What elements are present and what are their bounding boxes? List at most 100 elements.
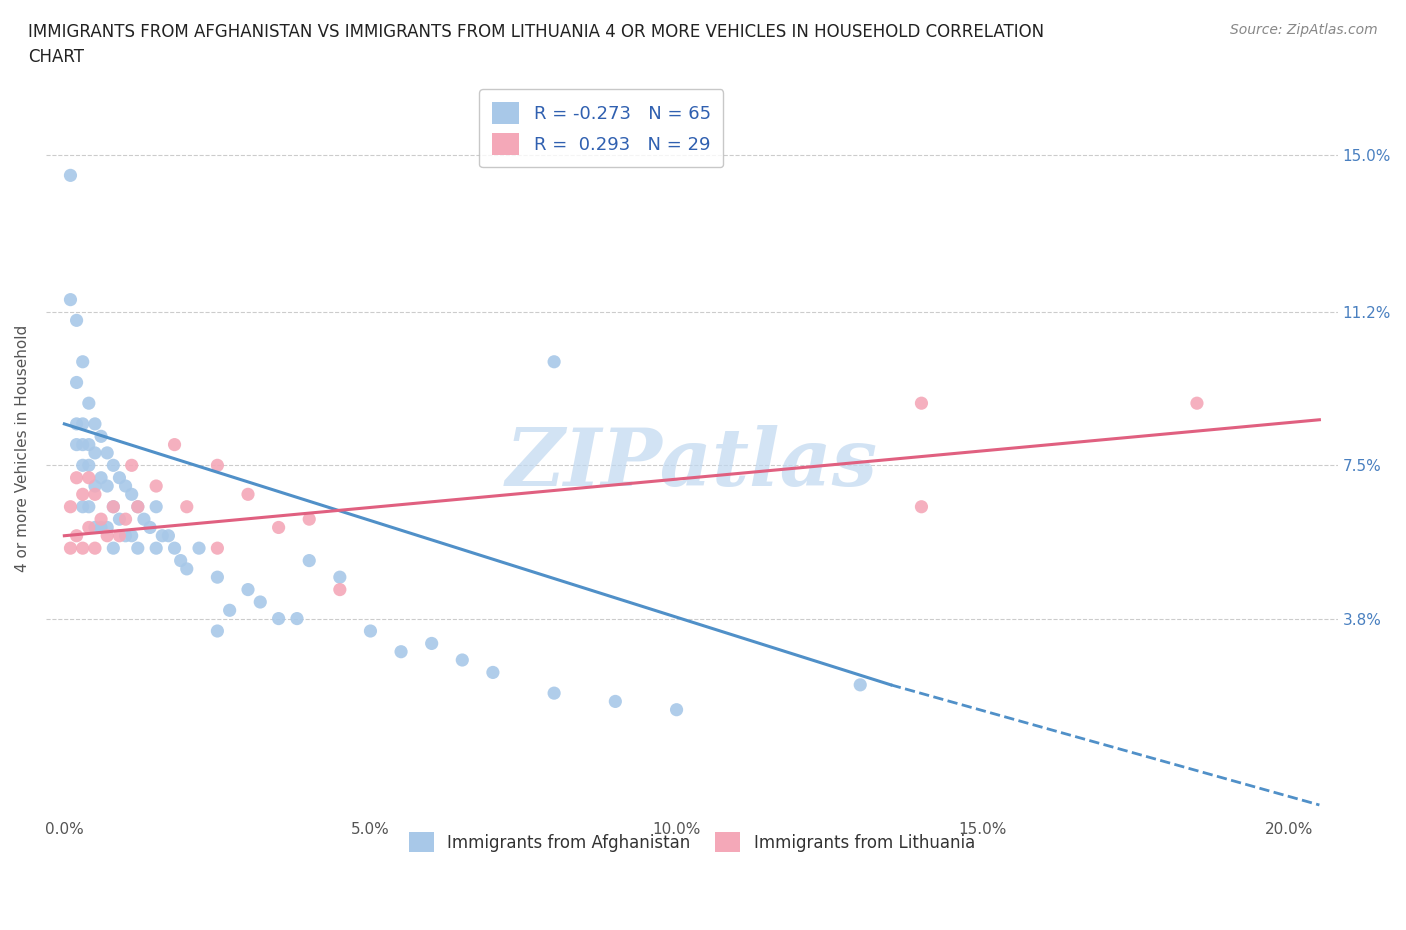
Point	[65, 312, 87, 327]
Point	[65, 417, 87, 432]
Point	[114, 528, 136, 543]
Point	[59, 292, 82, 307]
Point	[249, 594, 271, 609]
Point	[96, 528, 118, 543]
Point	[236, 582, 259, 597]
Point	[96, 520, 118, 535]
Point	[267, 520, 290, 535]
Point	[176, 562, 198, 577]
Point	[127, 499, 149, 514]
Point	[188, 540, 211, 555]
Point	[103, 499, 125, 514]
Y-axis label: 4 or more Vehicles in Household: 4 or more Vehicles in Household	[15, 326, 30, 572]
Point	[163, 540, 186, 555]
Point	[543, 685, 565, 700]
Point	[218, 603, 240, 618]
Point	[207, 624, 229, 639]
Point	[665, 702, 688, 717]
Point	[910, 499, 932, 514]
Point	[59, 168, 82, 183]
Point	[72, 417, 94, 432]
Point	[389, 644, 412, 659]
Point	[103, 499, 125, 514]
Point	[121, 458, 143, 472]
Point	[169, 553, 191, 568]
Point	[849, 677, 872, 692]
Point	[145, 540, 167, 555]
Point	[298, 512, 321, 526]
Point	[84, 417, 107, 432]
Point	[72, 458, 94, 472]
Point	[72, 540, 94, 555]
Point	[77, 396, 100, 411]
Point	[176, 499, 198, 514]
Point	[236, 487, 259, 502]
Point	[72, 437, 94, 452]
Point	[65, 471, 87, 485]
Point	[72, 487, 94, 502]
Point	[1185, 396, 1208, 411]
Point	[114, 512, 136, 526]
Point	[90, 429, 112, 444]
Point	[910, 396, 932, 411]
Point	[329, 582, 352, 597]
Point	[84, 520, 107, 535]
Point	[65, 528, 87, 543]
Point	[207, 458, 229, 472]
Point	[108, 528, 131, 543]
Point	[77, 499, 100, 514]
Point	[77, 458, 100, 472]
Point	[77, 437, 100, 452]
Point	[77, 520, 100, 535]
Point	[298, 553, 321, 568]
Text: CHART: CHART	[28, 48, 84, 66]
Point	[84, 479, 107, 494]
Point	[59, 540, 82, 555]
Point	[121, 487, 143, 502]
Point	[132, 512, 155, 526]
Point	[84, 487, 107, 502]
Text: ZIPatlas: ZIPatlas	[506, 425, 877, 502]
Point	[84, 540, 107, 555]
Point	[90, 512, 112, 526]
Point	[121, 528, 143, 543]
Point	[103, 540, 125, 555]
Point	[605, 694, 627, 709]
Point	[96, 445, 118, 460]
Point	[59, 499, 82, 514]
Point	[543, 354, 565, 369]
Point	[77, 471, 100, 485]
Point	[65, 375, 87, 390]
Text: IMMIGRANTS FROM AFGHANISTAN VS IMMIGRANTS FROM LITHUANIA 4 OR MORE VEHICLES IN H: IMMIGRANTS FROM AFGHANISTAN VS IMMIGRANT…	[28, 23, 1045, 41]
Point	[103, 458, 125, 472]
Point	[65, 437, 87, 452]
Point	[72, 354, 94, 369]
Point	[90, 471, 112, 485]
Text: Source: ZipAtlas.com: Source: ZipAtlas.com	[1230, 23, 1378, 37]
Point	[359, 624, 381, 639]
Point	[108, 471, 131, 485]
Point	[84, 445, 107, 460]
Point	[329, 570, 352, 585]
Point	[267, 611, 290, 626]
Point	[145, 499, 167, 514]
Point	[482, 665, 505, 680]
Point	[285, 611, 308, 626]
Legend: Immigrants from Afghanistan, Immigrants from Lithuania: Immigrants from Afghanistan, Immigrants …	[401, 824, 983, 860]
Point	[163, 437, 186, 452]
Point	[451, 653, 474, 668]
Point	[90, 520, 112, 535]
Point	[96, 479, 118, 494]
Point	[72, 499, 94, 514]
Point	[127, 499, 149, 514]
Point	[420, 636, 443, 651]
Point	[207, 570, 229, 585]
Point	[145, 479, 167, 494]
Point	[157, 528, 180, 543]
Point	[150, 528, 173, 543]
Point	[127, 540, 149, 555]
Point	[207, 540, 229, 555]
Point	[108, 512, 131, 526]
Point	[139, 520, 162, 535]
Point	[114, 479, 136, 494]
